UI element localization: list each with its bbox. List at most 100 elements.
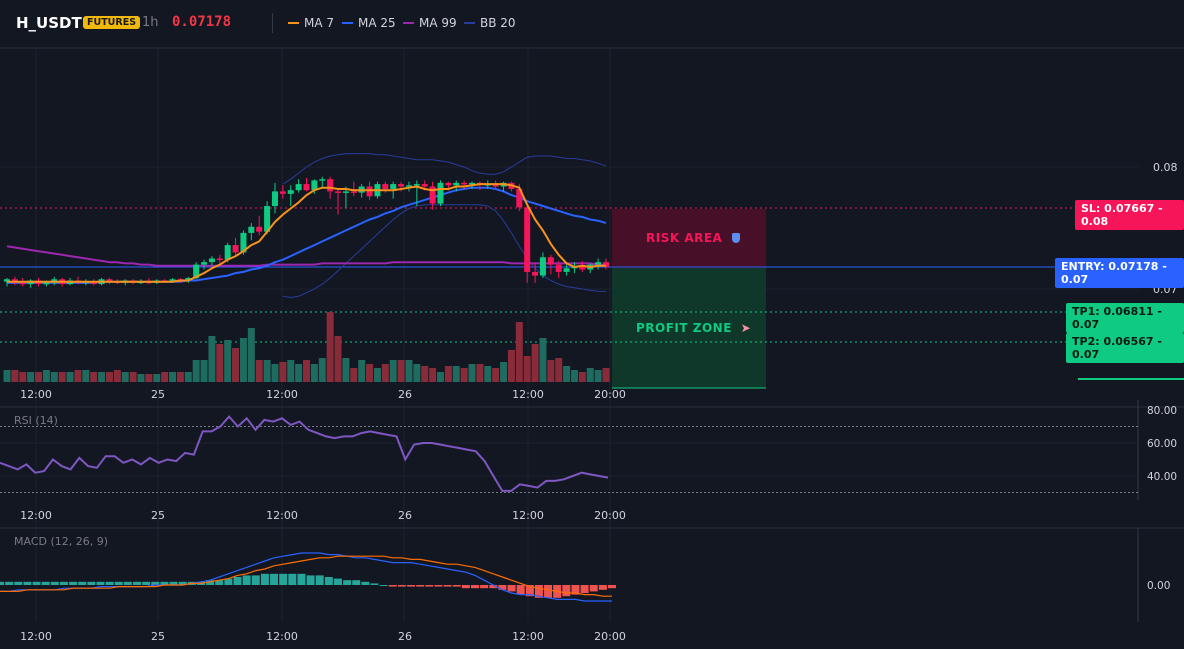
ma7-line [7, 183, 606, 283]
symbol-name[interactable]: H_USDT [16, 14, 82, 32]
macd-histogram-bar [178, 581, 187, 585]
macd-histogram-bar [589, 585, 598, 592]
profit-zone [612, 268, 766, 388]
volume-bar [58, 372, 66, 382]
macd-histogram-bar [489, 585, 498, 589]
macd-histogram-bar [306, 575, 315, 585]
volume-bar [232, 348, 240, 382]
candle-body [185, 278, 192, 281]
macd-line [0, 552, 612, 602]
volume-bar [3, 370, 11, 382]
volume-bar [224, 340, 232, 382]
rocket-icon: ➤ [740, 321, 752, 335]
candle-body [461, 182, 468, 185]
volume-bar [239, 338, 247, 382]
legend-ma7-label: MA 7 [304, 16, 335, 30]
candle-body [327, 179, 334, 192]
tp2-label: TP2: 0.06567 [1072, 335, 1154, 348]
candle-body [492, 184, 499, 187]
macd-histogram-bar [425, 585, 434, 587]
futures-badge: FUTURES [83, 16, 141, 29]
macd-histogram-bar [23, 581, 32, 585]
price-pane [0, 153, 1184, 389]
macd-pane [0, 552, 616, 602]
legend-ma25[interactable]: MA 25 [342, 16, 396, 30]
candle-body [469, 182, 476, 185]
tp2-price-tag[interactable]: TP2: 0.06567 - 0.07 [1066, 333, 1184, 363]
candle-body [193, 264, 200, 279]
volume-bar [295, 364, 303, 382]
candle-body [303, 184, 310, 191]
macd-histogram-bar [507, 585, 516, 592]
rsi-tick: 60.00 [1147, 438, 1177, 450]
macd-histogram-bar [123, 581, 132, 585]
candle-body [382, 184, 389, 189]
macd-histogram-bar [370, 583, 379, 585]
candle-body [429, 186, 436, 204]
candle-body [4, 279, 10, 282]
legend-bb20[interactable]: BB 20 [464, 16, 516, 30]
macd-histogram-bar [397, 585, 406, 587]
volume-bar [342, 358, 350, 382]
time-axis-label: 12:00 [266, 388, 298, 401]
volume-bar [578, 372, 586, 382]
candle-body [547, 257, 554, 265]
macd-histogram-bar [315, 575, 324, 585]
macd-histogram-bar [270, 573, 279, 585]
timeframe-selector[interactable]: 1h [142, 15, 159, 30]
candle-body [43, 282, 50, 285]
macd-histogram-bar [361, 581, 370, 585]
volume-bar [153, 374, 161, 382]
candle-body [319, 179, 326, 181]
entry-price-tag[interactable]: ENTRY: 0.07178 - 0.07 [1055, 258, 1184, 288]
grid-lines [0, 47, 1184, 622]
legend-ma99[interactable]: MA 99 [403, 16, 457, 30]
bb20-swatch [464, 21, 475, 24]
volume-bar [476, 364, 484, 382]
candle-body [216, 258, 223, 260]
shield-icon [732, 233, 741, 243]
macd-histogram-bar [416, 585, 425, 587]
macd-histogram-bar [443, 585, 452, 587]
volume-bar [515, 322, 523, 382]
candle-body [453, 182, 460, 186]
macd-histogram-bar [32, 581, 41, 585]
candle-body [279, 191, 286, 194]
candle-body [335, 191, 342, 193]
volume-bar [90, 372, 98, 382]
macd-histogram-bar [87, 581, 96, 585]
volume-bar [405, 360, 413, 382]
volume-bar [429, 368, 437, 382]
time-axis-label: 26 [398, 509, 412, 522]
legend-ma7[interactable]: MA 7 [288, 16, 334, 30]
volume-bar [452, 366, 460, 382]
candle-body [19, 282, 26, 285]
candle-body [437, 182, 444, 204]
macd-histogram-bar [260, 573, 269, 585]
volume-bar [200, 360, 208, 382]
volume-bar [121, 372, 129, 382]
tp1-price-tag[interactable]: TP1: 0.06811 - 0.07 [1066, 303, 1184, 333]
macd-histogram-bar [14, 581, 23, 585]
volume-bar [263, 360, 271, 382]
profit-zone-text: PROFIT ZONE [636, 321, 732, 335]
macd-signal-line [0, 555, 612, 597]
time-axis-label: 12:00 [512, 388, 544, 401]
profit-zone-label: PROFIT ZONE ➤ [636, 321, 751, 335]
macd-histogram-bar [534, 585, 543, 598]
header-divider [272, 13, 273, 33]
sl-price-tag[interactable]: SL: 0.07667 - 0.08 [1075, 200, 1184, 230]
volume-bar [19, 372, 27, 382]
macd-histogram-bar [151, 581, 160, 585]
macd-histogram-bar [279, 573, 288, 585]
macd-histogram-bar [206, 580, 215, 585]
ma99-swatch [403, 21, 414, 24]
volume-bar [350, 368, 358, 382]
ma25-line [7, 186, 607, 284]
volume-bar [35, 372, 43, 382]
macd-histogram-bar [169, 581, 178, 585]
tp1-label: TP1: 0.06811 [1072, 305, 1154, 318]
candle-body [201, 262, 208, 265]
